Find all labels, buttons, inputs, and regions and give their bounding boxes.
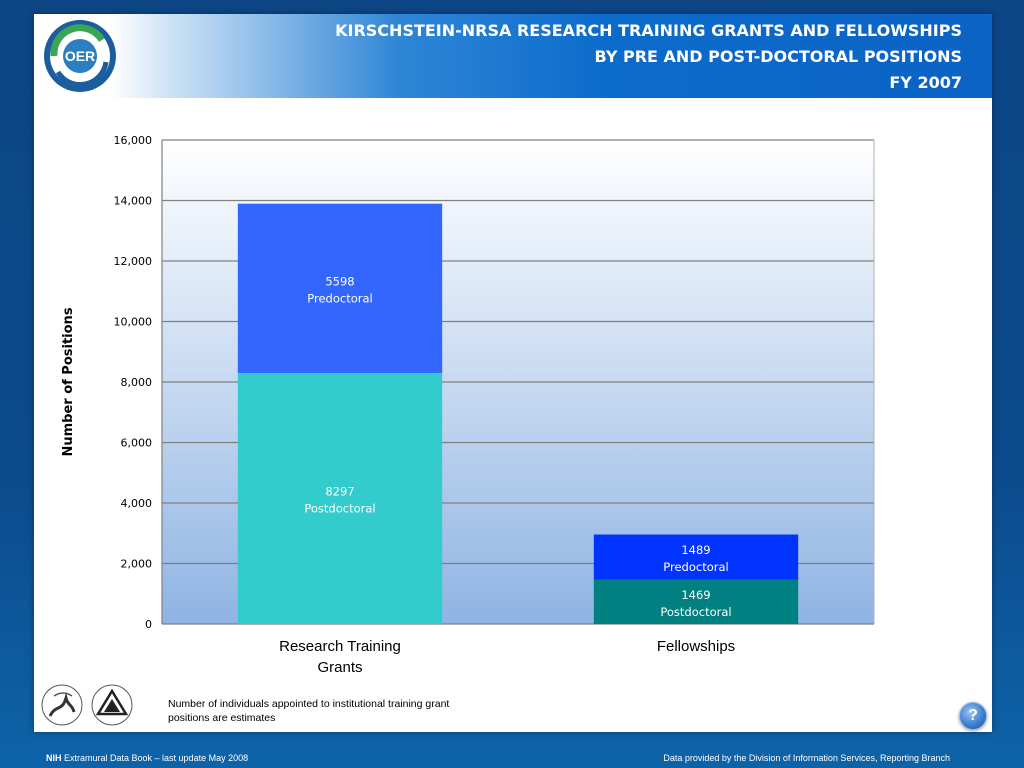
data-labels: 8297 Postdoctoral 5598 Predoctoral 1469 Postd…: [304, 274, 731, 618]
page-title: KIRSCHSTEIN-NRSA RESEARCH TRAINING GRANT…: [335, 18, 962, 96]
data-label-value: 1469: [681, 588, 710, 602]
y-tick-label: 10,000: [114, 316, 153, 329]
help-button[interactable]: ?: [959, 702, 987, 730]
data-label-value: 8297: [325, 485, 354, 499]
footer-right-text: Data provided by the Division of Informa…: [663, 753, 950, 763]
y-tick-label: 16,000: [114, 134, 153, 147]
y-tick-labels: 0 2,000 4,000 6,000 8,000 10,000 12,000 14,000 1…: [114, 134, 153, 631]
slide: OER KIRSCHSTEIN-NRSA RESEARCH TRAINING G…: [34, 14, 992, 732]
data-label-value: 5598: [325, 274, 354, 288]
footer-left: NIH Extramural Data Book – last update M…: [46, 753, 248, 763]
bar-segment-predoctoral: [237, 203, 443, 374]
x-category-label: Fellowships: [657, 638, 735, 655]
hhs-seal-icon: [41, 684, 83, 726]
footer-bar: NIH Extramural Data Book – last update M…: [0, 748, 1024, 768]
data-label-series: Postdoctoral: [660, 605, 731, 619]
bar-segment-postdoctoral: [237, 373, 443, 624]
title-line-2: BY PRE AND POST-DOCTORAL POSITIONS: [594, 47, 963, 66]
y-tick-label: 14,000: [114, 195, 153, 208]
x-category-label: Research Training: [279, 638, 401, 655]
oer-logo: OER: [44, 20, 116, 92]
x-category-labels: Research Training Grants Fellowships: [279, 638, 735, 676]
x-category-label: Grants: [317, 659, 362, 676]
bar-segment-postdoctoral: [593, 579, 799, 624]
y-tick-label: 4,000: [121, 497, 153, 510]
data-label-series: Postdoctoral: [304, 502, 375, 516]
data-label-series: Predoctoral: [663, 560, 728, 574]
y-tick-label: 2,000: [121, 558, 153, 571]
logo-text: OER: [65, 48, 95, 64]
nih-brand: NIH: [46, 753, 62, 763]
bars: [237, 203, 799, 624]
y-tick-label: 0: [145, 618, 152, 631]
slide-header: OER KIRSCHSTEIN-NRSA RESEARCH TRAINING G…: [34, 14, 992, 98]
data-label-series: Predoctoral: [307, 291, 372, 305]
title-line-3: FY 2007: [889, 73, 962, 92]
y-tick-label: 6,000: [121, 437, 153, 450]
footer-left-text: Extramural Data Book – last update May 2…: [61, 753, 249, 763]
y-axis-label: Number of Positions: [61, 307, 76, 456]
data-label-value: 1489: [681, 543, 710, 557]
y-tick-label: 12,000: [114, 255, 153, 268]
title-line-1: KIRSCHSTEIN-NRSA RESEARCH TRAINING GRANT…: [335, 21, 962, 40]
y-tick-label: 8,000: [121, 376, 153, 389]
stacked-bar-chart: 0 2,000 4,000 6,000 8,000 10,000 12,000 14,000 1…: [61, 134, 875, 676]
nih-seal-icon: [91, 684, 133, 726]
bar-segment-predoctoral: [593, 534, 799, 580]
footnote: Number of individuals appointed to insti…: [168, 698, 450, 724]
